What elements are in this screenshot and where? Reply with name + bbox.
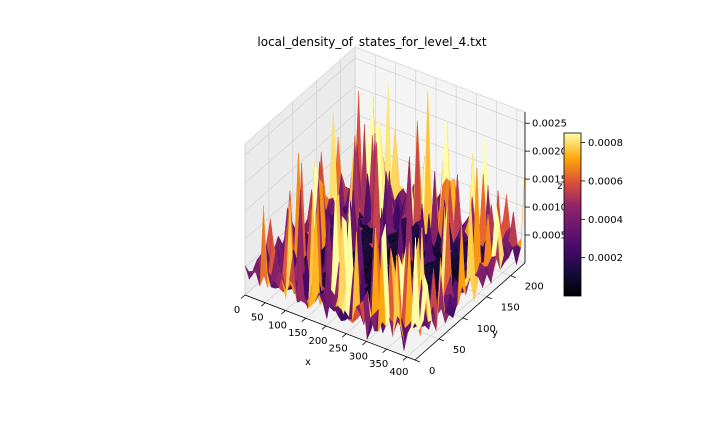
y-tick-label: 200: [525, 282, 544, 293]
x-tick-label: 100: [268, 321, 287, 332]
x-tick-label: 200: [308, 336, 327, 347]
x-tick-label: 400: [389, 367, 408, 378]
y-tick-label: 100: [477, 324, 496, 335]
z-tick-label: 0.0005: [532, 231, 567, 242]
surface-plot: [244, 82, 526, 351]
x-tick-label: 50: [251, 313, 264, 324]
x-tick-label: 250: [329, 344, 348, 355]
grid-line: [354, 141, 526, 208]
z-tick-label: 0.0010: [532, 203, 567, 214]
x-tick: [402, 356, 408, 361]
surface-patch: [411, 237, 420, 331]
grid-line: [244, 113, 356, 212]
colorbar-tick-label: 0.0004: [588, 215, 623, 226]
y-tick-label: 0: [429, 366, 435, 377]
x-tick: [362, 341, 367, 346]
y-tick: [462, 317, 468, 321]
x-tick: [382, 348, 387, 353]
x-tick-label: 350: [369, 359, 388, 370]
colorbar-tick-label: 0.0008: [588, 138, 623, 149]
y-tick: [414, 359, 421, 363]
x-tick: [341, 333, 347, 338]
y-tick-label: 150: [501, 303, 520, 314]
x-tick-label: 0: [234, 305, 240, 316]
y-axis-label: y: [492, 328, 498, 339]
x-tick: [281, 310, 286, 315]
y-tick: [486, 296, 492, 300]
y-axis-line: [414, 262, 526, 361]
colorbar-tick-label: 0.0002: [588, 253, 623, 264]
grid-line: [354, 85, 526, 152]
chart-title: local_density_of_states_for_level_4.txt: [257, 35, 486, 49]
grid-line: [354, 113, 526, 180]
x-tick-label: 150: [288, 328, 307, 339]
x-tick-label: 300: [349, 351, 368, 362]
grid-line: [354, 57, 526, 124]
colorbar-ticks: 0.0002 0.0004 0.0006 0.0008: [581, 138, 623, 264]
colorbar-tick-label: 0.0006: [588, 176, 623, 187]
x-tick: [260, 302, 266, 307]
y-tick: [438, 338, 445, 342]
y-tick: [510, 275, 516, 279]
y-tick-label: 50: [453, 345, 466, 356]
grid-line: [244, 57, 356, 156]
grid-line: [406, 259, 518, 358]
colorbar: [563, 132, 582, 297]
z-tick-label: 0.0025: [532, 119, 567, 130]
x-tick: [240, 294, 246, 299]
x-axis-label: x: [305, 357, 311, 368]
x-tick: [321, 325, 327, 330]
x-tick: [301, 317, 306, 323]
z-axis-label: z: [557, 181, 562, 192]
z-tick-label: 0.0015: [532, 175, 567, 186]
z-tick-label: 0.0020: [532, 147, 567, 158]
grid-line: [244, 85, 356, 184]
